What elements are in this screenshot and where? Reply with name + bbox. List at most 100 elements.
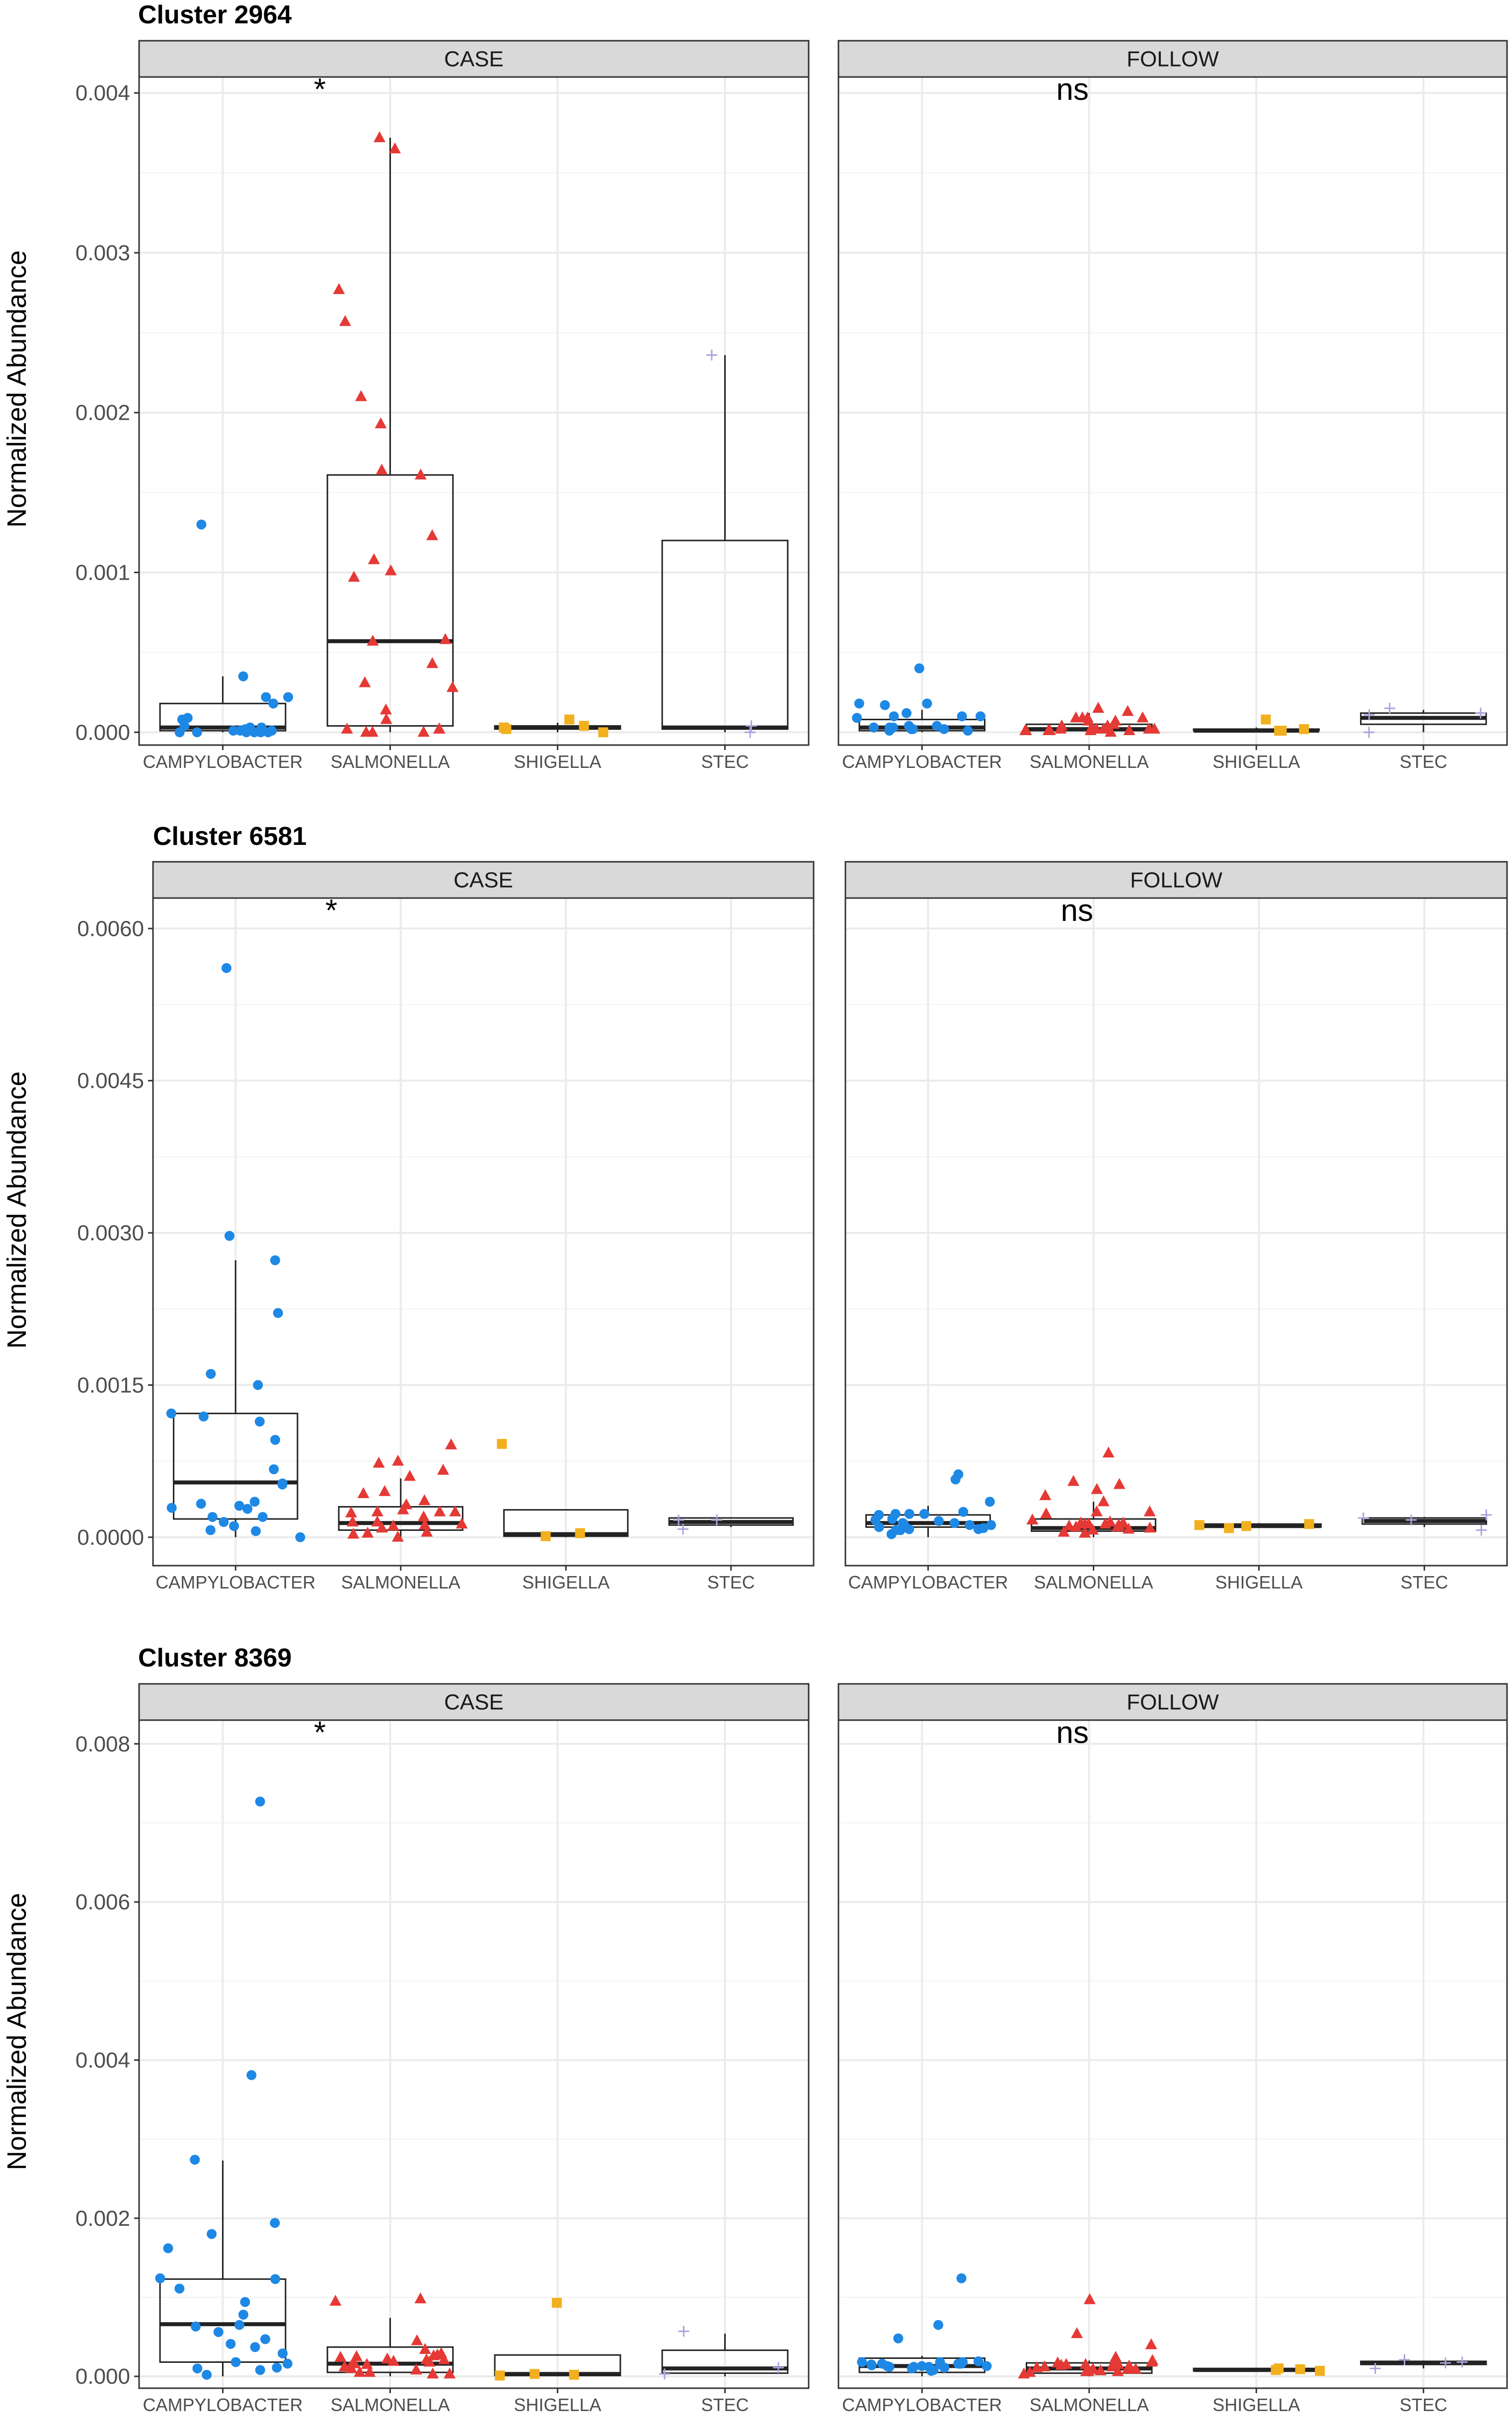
data-point — [226, 2339, 236, 2349]
data-point — [155, 2273, 165, 2283]
data-point — [421, 1525, 433, 1537]
data-point — [1069, 711, 1082, 723]
facet-strip — [837, 40, 1508, 78]
y-tick-label: 0.006 — [76, 1890, 130, 1914]
x-tick-label: CAMPYLOBACTER — [842, 2395, 1002, 2415]
data-point — [196, 519, 207, 529]
data-point — [213, 2327, 224, 2337]
data-point — [659, 2368, 670, 2380]
data-point — [1112, 2365, 1124, 2376]
significance-label: * — [314, 1716, 326, 1750]
data-point — [268, 698, 279, 709]
boxplot-shigella — [497, 1438, 629, 1541]
data-point — [206, 1368, 216, 1379]
data-point — [1094, 2364, 1107, 2375]
data-point — [1241, 1521, 1252, 1531]
data-point — [575, 1528, 585, 1538]
data-point — [1123, 1522, 1135, 1534]
iqr-box — [338, 1506, 463, 1531]
data-point — [1369, 2363, 1381, 2374]
x-tick-label: SALMONELLA — [1030, 2395, 1149, 2415]
y-axis-label: Normalized Abundance — [2, 1071, 32, 1349]
data-point — [404, 1470, 416, 1481]
y-axis-label: Normalized Abundance — [2, 250, 32, 528]
data-point — [198, 1411, 209, 1422]
cluster-6581-plot: Cluster 6581 Normalized Abundance — [2, 822, 306, 1349]
iqr-box — [858, 719, 985, 732]
plot-title: Cluster 6581 — [153, 822, 306, 851]
data-point — [939, 2362, 950, 2373]
x-tick-label: STEC — [707, 1572, 755, 1592]
data-point — [975, 711, 985, 722]
data-point — [1107, 718, 1120, 729]
boxplot-stec — [1360, 702, 1487, 738]
y-tick-label: 0.004 — [76, 2048, 130, 2072]
boxplot-campylobacter — [865, 1469, 996, 1539]
boxplot-salmonella — [1019, 701, 1161, 737]
data-point — [1476, 1524, 1487, 1536]
data-point — [426, 529, 439, 540]
data-point — [1315, 2365, 1325, 2376]
data-point — [278, 2348, 288, 2358]
boxplot-campylobacter — [857, 2273, 992, 2377]
data-point — [889, 711, 899, 722]
data-point — [346, 1515, 359, 1527]
data-point — [234, 2320, 244, 2330]
data-point — [357, 1487, 370, 1498]
data-point — [956, 2358, 966, 2369]
data-point — [255, 2365, 265, 2375]
data-point — [1060, 2358, 1072, 2369]
y-tick-label: 0.002 — [76, 401, 130, 425]
data-point — [334, 2350, 347, 2362]
data-point — [270, 1255, 280, 1266]
y-tick-label: 0.0060 — [77, 916, 144, 941]
data-point — [338, 2360, 351, 2372]
data-point — [1026, 1513, 1039, 1525]
data-point — [1277, 726, 1287, 736]
data-point — [270, 2274, 281, 2284]
x-tick-label: SHIGELLA — [514, 2395, 601, 2415]
data-point — [371, 1515, 383, 1527]
data-point — [906, 724, 916, 734]
cluster-2964-panels: CASE CAMPYLOBACTER SALMONELLA SHIGELLA STEC 0… — [76, 40, 1508, 772]
boxplot-salmonella — [1018, 2293, 1159, 2379]
x-tick-label: SALMONELLA — [1034, 1572, 1153, 1592]
data-point — [857, 2357, 867, 2367]
data-point — [529, 2369, 540, 2379]
x-tick-label: SALMONELLA — [330, 752, 450, 772]
data-point — [1074, 1516, 1087, 1528]
y-tick-label: 0.0045 — [77, 1069, 144, 1093]
data-point — [957, 711, 967, 722]
data-point — [380, 713, 392, 724]
data-point — [417, 726, 430, 737]
data-point — [427, 2367, 439, 2379]
data-point — [438, 2353, 450, 2364]
data-point — [569, 2369, 579, 2380]
data-point — [1299, 724, 1309, 734]
data-point — [418, 1494, 431, 1506]
data-point — [240, 2297, 250, 2307]
data-point — [852, 713, 862, 723]
data-point — [229, 1521, 239, 1531]
data-point — [1122, 2362, 1134, 2374]
data-point — [207, 1511, 218, 1522]
data-point — [880, 700, 890, 710]
data-point — [495, 2370, 505, 2381]
panel-follow: FOLLOW CAMPYLOBACTER SALMONELLA SHIGELLA STE… — [837, 40, 1508, 772]
data-point — [1358, 1512, 1369, 1523]
data-point — [196, 1499, 206, 1509]
x-tick-label: SHIGELLA — [1212, 2395, 1300, 2415]
data-point — [870, 1515, 881, 1525]
data-point — [1456, 2356, 1468, 2368]
iqr-box — [159, 2278, 287, 2363]
data-point — [1063, 1519, 1075, 1531]
data-point — [1363, 709, 1375, 720]
data-point — [1071, 2327, 1083, 2339]
data-point — [1090, 1505, 1103, 1516]
data-point — [711, 1514, 722, 1526]
data-point — [1083, 2293, 1096, 2304]
data-point — [678, 2326, 689, 2337]
data-point — [1399, 2354, 1410, 2365]
data-point — [973, 1524, 983, 1534]
